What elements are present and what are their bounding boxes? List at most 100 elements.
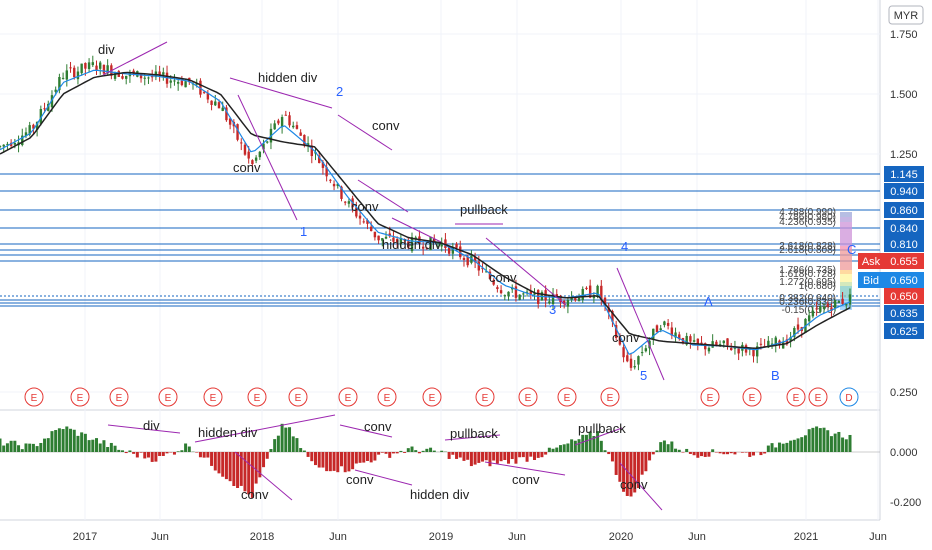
event-circle[interactable] <box>786 387 806 407</box>
earnings-marker[interactable]: E <box>338 387 358 407</box>
trend-line[interactable] <box>229 77 333 109</box>
earnings-marker[interactable]: E <box>700 387 720 407</box>
bid-tag[interactable]: Bid 0.650 <box>858 272 924 288</box>
earnings-marker[interactable]: E <box>786 387 806 407</box>
time-axis[interactable]: 2017 Jun 2018 Jun 2019 Jun 2020 Jun 2021 Jun <box>73 531 887 543</box>
price-tag[interactable]: 0.635 <box>884 305 924 321</box>
event-circle[interactable] <box>338 387 358 407</box>
trend-line[interactable] <box>237 94 298 221</box>
event-circle[interactable] <box>422 387 442 407</box>
price-tag-box[interactable] <box>884 323 924 339</box>
earnings-marker[interactable]: E <box>158 387 178 407</box>
earnings-marker[interactable]: E <box>109 387 129 407</box>
price-tag-box[interactable] <box>884 166 924 182</box>
horizontal-levels[interactable] <box>0 173 880 307</box>
earnings-marker[interactable]: E <box>808 387 828 407</box>
price-tag[interactable]: 0.625 <box>884 323 924 339</box>
trend-line[interactable] <box>357 179 409 213</box>
candle-body <box>76 71 80 80</box>
event-circle[interactable] <box>288 387 308 407</box>
trend-line[interactable] <box>337 114 393 151</box>
price-tag[interactable]: 1.145 <box>884 166 924 182</box>
oscillator-trend-lines[interactable] <box>107 414 663 511</box>
event-label: E <box>607 393 614 404</box>
price-axis[interactable]: 1.750 1.500 1.250 0.250 1.145 0.940 0.860 0.840… <box>858 29 924 399</box>
earnings-marker[interactable]: E <box>203 387 223 407</box>
event-circle[interactable] <box>24 387 44 407</box>
trend-line[interactable] <box>102 41 168 76</box>
price-tag[interactable]: 0.860 <box>884 202 924 218</box>
price-tag-box[interactable] <box>884 183 924 199</box>
trend-line[interactable] <box>391 217 442 243</box>
event-circle[interactable] <box>808 387 828 407</box>
event-circle[interactable] <box>518 387 538 407</box>
price-tag[interactable]: 0.840 <box>884 220 924 236</box>
earnings-marker[interactable]: E <box>557 387 577 407</box>
ask-tag[interactable]: Ask 0.655 <box>858 253 924 269</box>
event-circle[interactable] <box>839 387 859 407</box>
osc-trend-line[interactable] <box>619 462 663 511</box>
event-circle[interactable] <box>203 387 223 407</box>
event-circle[interactable] <box>247 387 267 407</box>
price-tag-box[interactable] <box>884 236 924 252</box>
osc-trend-line[interactable] <box>574 427 623 446</box>
osc-trend-line[interactable] <box>444 434 501 441</box>
earnings-marker[interactable]: E <box>288 387 308 407</box>
osc-trend-line[interactable] <box>194 414 336 443</box>
fib-band[interactable] <box>840 274 852 282</box>
dividend-marker[interactable]: D <box>839 387 859 407</box>
trend-line[interactable] <box>485 237 567 306</box>
oscillator-pane[interactable] <box>0 410 880 520</box>
fib-band[interactable] <box>840 298 852 302</box>
price-pane[interactable] <box>0 0 880 410</box>
fib-band[interactable] <box>840 222 852 246</box>
event-circle[interactable] <box>377 387 397 407</box>
price-tag-box[interactable] <box>884 202 924 218</box>
oscillator-axis[interactable]: 0.000 -0.200 <box>890 447 921 509</box>
osc-bar <box>347 452 351 472</box>
earnings-marker[interactable]: E <box>422 387 442 407</box>
event-circle[interactable] <box>557 387 577 407</box>
earnings-marker[interactable]: E <box>247 387 267 407</box>
price-tag[interactable]: 0.650 <box>884 288 924 304</box>
price-tag-box[interactable] <box>884 305 924 321</box>
earnings-marker[interactable]: E <box>70 387 90 407</box>
earnings-marker[interactable]: E <box>742 387 762 407</box>
event-circle[interactable] <box>700 387 720 407</box>
earnings-marker[interactable]: E <box>475 387 495 407</box>
price-tag[interactable]: 0.810 <box>884 236 924 252</box>
event-circle[interactable] <box>475 387 495 407</box>
event-circle[interactable] <box>158 387 178 407</box>
osc-trend-line[interactable] <box>234 451 293 501</box>
fib-band[interactable] <box>840 217 852 222</box>
earnings-marker[interactable]: E <box>600 387 620 407</box>
osc-trend-line[interactable] <box>107 424 181 434</box>
fib-band[interactable] <box>840 212 852 217</box>
osc-trend-line[interactable] <box>354 469 413 486</box>
fib-band[interactable] <box>840 282 852 286</box>
event-circle[interactable] <box>109 387 129 407</box>
fib-band[interactable] <box>840 270 852 274</box>
earnings-marker[interactable]: E <box>377 387 397 407</box>
price-tag[interactable]: 0.940 <box>884 183 924 199</box>
trend-line[interactable] <box>616 267 665 381</box>
osc-trend-line[interactable] <box>484 461 566 476</box>
bid-tag-value-box[interactable] <box>884 272 924 288</box>
bid-tag-key[interactable] <box>858 272 884 288</box>
currency-badge[interactable]: MYR <box>888 5 924 25</box>
event-circle[interactable] <box>600 387 620 407</box>
earnings-marker[interactable]: E <box>24 387 44 407</box>
event-circle[interactable] <box>742 387 762 407</box>
osc-trend-line[interactable] <box>339 424 393 438</box>
price-tag-box[interactable] <box>884 220 924 236</box>
event-circle[interactable] <box>70 387 90 407</box>
earnings-marker[interactable]: E <box>518 387 538 407</box>
ask-tag-key[interactable] <box>858 253 884 269</box>
price-tag-box[interactable] <box>884 288 924 304</box>
trend-lines[interactable] <box>102 41 665 381</box>
ask-tag-value-box[interactable] <box>884 253 924 269</box>
fib-band[interactable] <box>840 250 852 270</box>
fib-band[interactable] <box>840 246 852 250</box>
